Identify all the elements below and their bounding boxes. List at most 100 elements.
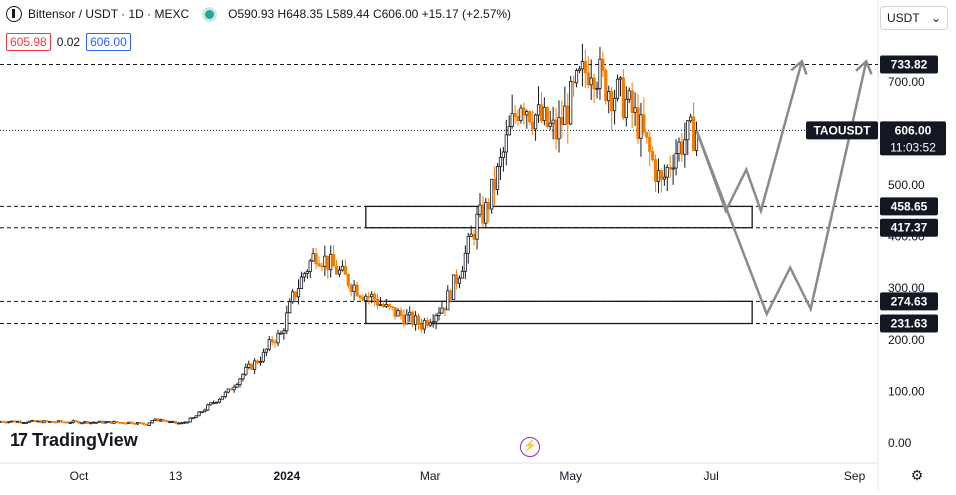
candle-body — [235, 384, 239, 388]
candle-body — [124, 422, 128, 425]
candle-body — [428, 322, 432, 326]
candle-body — [586, 72, 590, 86]
candle-body — [533, 114, 538, 130]
candle-body — [539, 104, 544, 121]
candle-body — [434, 315, 438, 323]
candle-body — [291, 291, 295, 303]
candle-body — [408, 311, 412, 316]
bar-countdown: 11:03:52 — [890, 140, 936, 154]
candle-body — [80, 422, 84, 425]
candle-body — [71, 420, 75, 423]
candle-body — [229, 388, 233, 391]
brand-name: TradingView — [32, 430, 138, 450]
candle-body — [168, 421, 172, 424]
candle-body — [665, 167, 669, 178]
candle-body — [513, 113, 517, 118]
candle-body — [478, 204, 482, 215]
candle-body — [574, 70, 579, 84]
candle-body — [334, 265, 339, 275]
candle-body — [7, 421, 11, 424]
x-tick-label: Jul — [704, 469, 719, 483]
candle-body — [103, 421, 107, 424]
candle-body — [583, 61, 587, 74]
candle-body — [337, 269, 342, 275]
candle-body — [390, 306, 394, 308]
lightning-icon[interactable]: ⚡ — [520, 437, 540, 457]
candle-body — [24, 421, 28, 424]
candle-body — [536, 104, 541, 116]
candle-body — [212, 402, 216, 404]
candle-body — [197, 411, 201, 417]
candle-body — [62, 421, 66, 424]
candle-body — [203, 409, 207, 413]
candle-body — [138, 422, 143, 424]
candle-body — [671, 167, 675, 170]
candle-body — [179, 422, 184, 425]
candle-body — [89, 421, 93, 424]
candle-body — [162, 419, 166, 422]
symbol-tag-label: TAOUSDT — [813, 123, 871, 137]
candle-body — [156, 418, 160, 422]
candle-body — [217, 398, 222, 403]
symbol-tag — [806, 121, 878, 140]
candle-body — [94, 421, 99, 424]
candle-body — [601, 58, 605, 71]
market-open-icon — [205, 9, 215, 19]
candle-body — [481, 204, 485, 224]
candle-body — [633, 107, 637, 113]
candle-body — [580, 61, 585, 70]
candle-body — [493, 178, 497, 190]
candle-body — [375, 298, 380, 306]
candle-body — [472, 233, 476, 240]
candle-body — [135, 422, 140, 425]
candle-body — [516, 116, 520, 121]
candle-body — [214, 401, 219, 404]
candle-body — [209, 402, 213, 406]
spread-value: 0.02 — [56, 35, 81, 49]
candle-body — [352, 284, 356, 292]
candle-body — [39, 420, 43, 424]
candle-body — [232, 386, 236, 391]
candle-body — [416, 315, 421, 325]
y-tick-label: 300.00 — [888, 281, 925, 295]
x-tick-label: 13 — [169, 469, 183, 483]
candle-body — [454, 274, 459, 284]
quote-panel: 605.98 0.02 606.00 — [6, 33, 131, 51]
candle-body — [279, 332, 283, 335]
y-tick-label: 500.00 — [888, 178, 925, 192]
candle-body — [393, 306, 397, 317]
level-tag-label: 274.63 — [891, 294, 928, 308]
candle-body — [381, 303, 385, 307]
currency-select[interactable]: USDT ⌄ — [880, 6, 948, 30]
candle-body — [206, 404, 210, 411]
candle-body — [346, 273, 350, 286]
candle-body — [384, 303, 388, 307]
candle-body — [48, 420, 52, 423]
candle-body — [645, 131, 649, 138]
candle-body — [507, 126, 511, 136]
candle-body — [223, 391, 227, 398]
level-tag — [880, 218, 938, 237]
candle-body — [45, 420, 49, 423]
candle-body — [314, 253, 318, 264]
gear-icon[interactable]: ⚙ — [910, 467, 924, 483]
candle-body — [54, 421, 58, 424]
candle-body — [560, 117, 564, 125]
symbol-title[interactable]: Bittensor / USDT · 1D · MEXC — [28, 7, 190, 21]
candle-body — [683, 139, 687, 155]
candle-body — [630, 90, 634, 113]
candle-body — [273, 341, 277, 344]
candle-body — [10, 420, 14, 423]
candle-body — [440, 307, 444, 314]
tradingview-logo[interactable]: 17 TradingView — [10, 430, 138, 451]
candle-body — [4, 421, 8, 424]
bid-price[interactable]: 605.98 — [6, 33, 51, 51]
ask-price[interactable]: 606.00 — [86, 33, 131, 51]
candle-body — [425, 320, 429, 326]
candle-body — [147, 422, 151, 426]
candle-body — [36, 420, 40, 423]
candle-body — [100, 420, 105, 424]
candle-body — [305, 271, 309, 274]
